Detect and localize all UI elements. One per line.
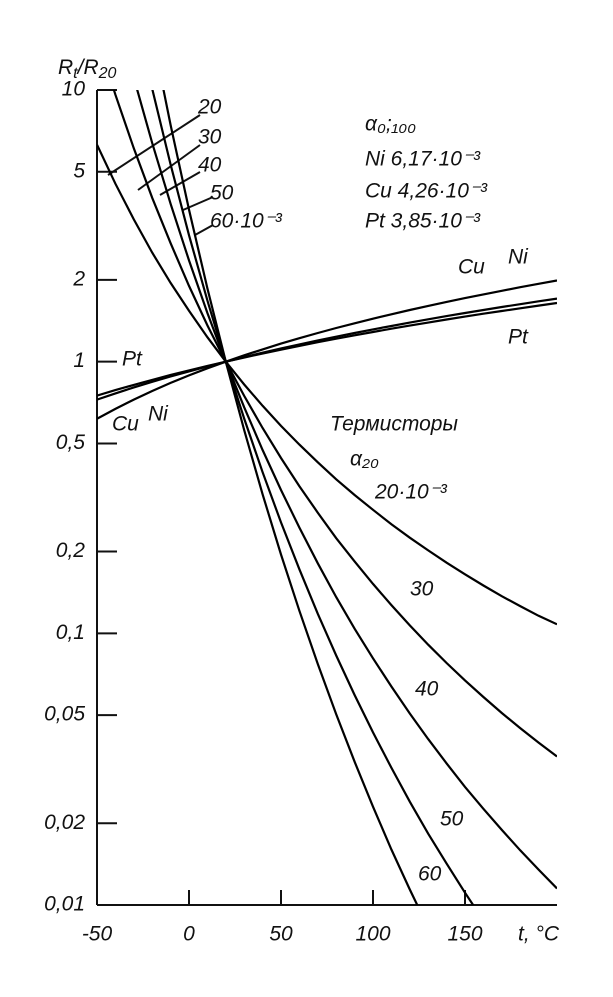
- leader: [107, 114, 201, 176]
- annotation: 20: [197, 96, 222, 119]
- annotation: 30: [198, 126, 222, 149]
- annotation: Ni: [148, 403, 169, 426]
- curves: [97, 90, 557, 905]
- y-tick-label: 0,1: [56, 621, 85, 644]
- y-tick-label: 5: [73, 159, 85, 182]
- annotation: α₂₀: [350, 448, 379, 471]
- y-tick-label: 0,01: [44, 893, 85, 916]
- curve: [162, 90, 419, 905]
- annotation: α₀;₁₀₀: [365, 113, 416, 136]
- y-tick-label: 0,05: [44, 703, 85, 726]
- y-label-part: /R: [76, 56, 99, 79]
- annotation: 30: [410, 578, 434, 601]
- x-tick-label: 100: [355, 923, 390, 946]
- y-axis-label: Rt/R20: [58, 56, 117, 83]
- y-label-part: t: [73, 65, 78, 82]
- annotation: Cu: [112, 413, 139, 436]
- annotation: 60·10⁻³: [210, 210, 283, 233]
- curve: [112, 90, 557, 758]
- y-tick-label: 1: [73, 349, 85, 372]
- y-label-part: R: [58, 56, 73, 79]
- leaders: [107, 114, 214, 236]
- curve: [97, 301, 557, 397]
- curve: [97, 279, 557, 420]
- x-tick-label: 0: [183, 923, 195, 946]
- x-tick-label: 150: [447, 923, 482, 946]
- y-tick-label: 0,2: [56, 539, 86, 562]
- annotation: Ni: [508, 246, 529, 269]
- annotation: Ni 6,17·10⁻³: [365, 148, 481, 171]
- curve: [97, 144, 557, 626]
- x-tick-label: -50: [82, 923, 113, 946]
- leader: [137, 144, 201, 191]
- annotation: Термисторы: [330, 413, 458, 436]
- annotation: Pt: [508, 326, 529, 349]
- annotation: 60: [418, 863, 442, 886]
- annotation: 20·10⁻³: [374, 481, 448, 504]
- annotation: 50: [210, 182, 234, 205]
- annotation: 40: [198, 154, 222, 177]
- leader: [194, 224, 214, 236]
- x-tick-label: 50: [269, 923, 293, 946]
- annotation: Cu 4,26·10⁻³: [365, 180, 488, 203]
- annotation: 40: [415, 678, 439, 701]
- curve: [151, 90, 475, 905]
- y-tick-label: 0,02: [44, 811, 85, 834]
- annotation: Pt: [122, 348, 143, 371]
- annotation: 50: [440, 808, 464, 831]
- y-tick-label: 10: [62, 78, 86, 101]
- annotation: Cu: [458, 256, 485, 279]
- y-tick-label: 0,5: [56, 431, 86, 454]
- curve: [136, 90, 557, 890]
- y-label-part: 20: [98, 65, 117, 82]
- annotation: Pt 3,85·10⁻³: [365, 210, 481, 233]
- y-tick-label: 2: [72, 267, 85, 290]
- curve: [97, 297, 557, 401]
- x-axis-label: t, °C: [518, 923, 560, 946]
